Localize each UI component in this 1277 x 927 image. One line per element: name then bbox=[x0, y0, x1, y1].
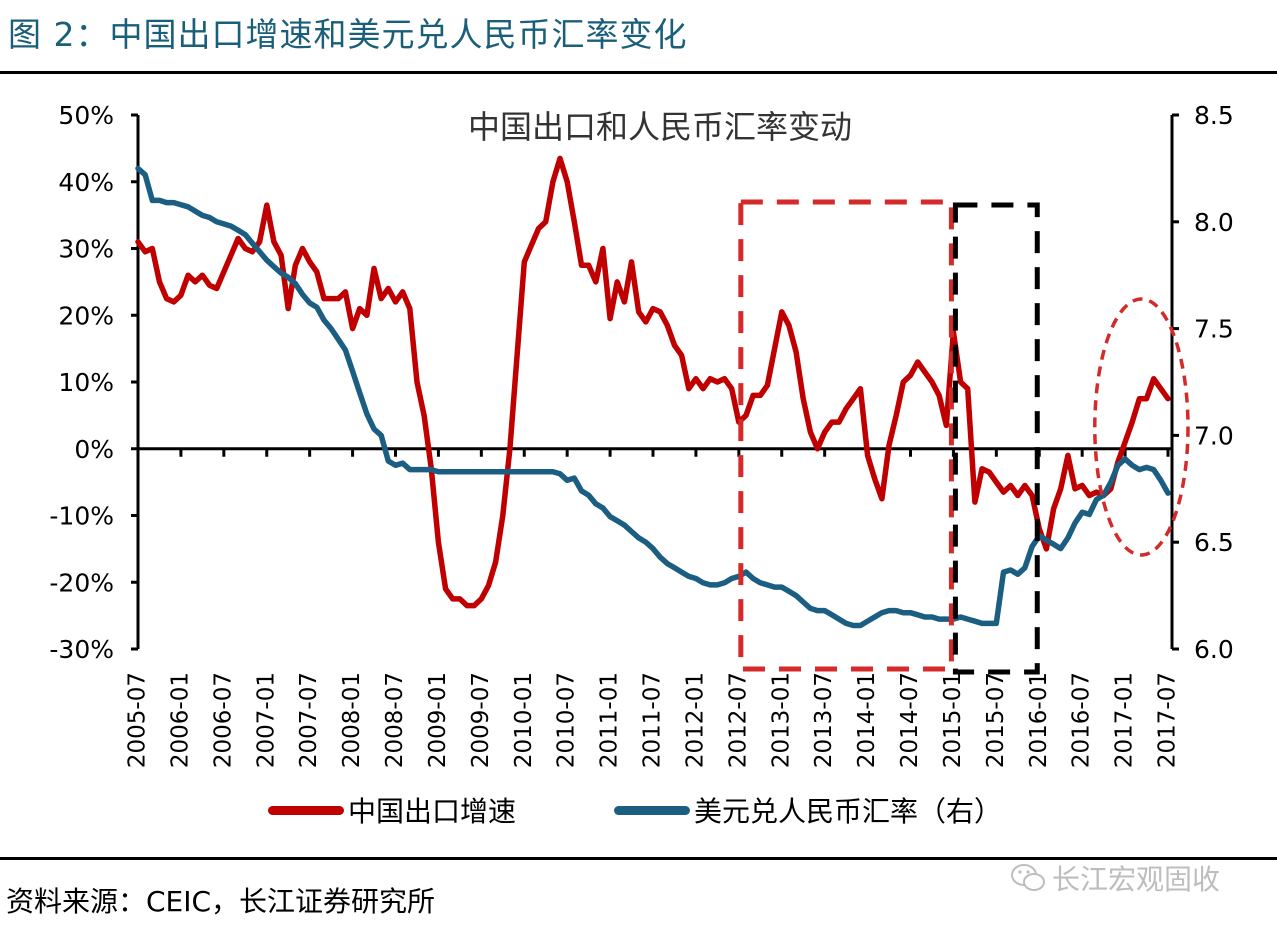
legend-item-export: 中国出口增速 bbox=[268, 790, 516, 830]
x-tick-label: 2013-07 bbox=[811, 672, 837, 768]
y-right-tick-label: 6.0 bbox=[1194, 635, 1234, 664]
x-tick-label: 2014-07 bbox=[897, 672, 923, 768]
legend-label-export: 中国出口增速 bbox=[348, 795, 517, 828]
source-note: 资料来源：CEIC，长江证券研究所 bbox=[6, 885, 436, 918]
x-tick-label: 2011-07 bbox=[640, 672, 666, 768]
legend-swatch-rate bbox=[614, 805, 690, 815]
x-tick-label: 2006-07 bbox=[210, 672, 236, 768]
x-tick-label: 2006-01 bbox=[167, 672, 193, 768]
y-left-tick-label: 30% bbox=[58, 235, 114, 264]
annotation-box-black bbox=[952, 202, 1040, 675]
series-line-usd-cny-rate bbox=[135, 165, 1171, 629]
y-right-tick-label: 8.5 bbox=[1194, 101, 1234, 130]
x-tick-label: 2014-01 bbox=[854, 672, 880, 768]
x-tick-label: 2016-01 bbox=[1026, 672, 1052, 768]
x-tick-label: 2012-07 bbox=[725, 672, 751, 768]
y-left-tick-label: -10% bbox=[49, 502, 114, 531]
y-right-tick-label: 8.0 bbox=[1194, 208, 1234, 237]
chart-title: 中国出口和人民币汇率变动 bbox=[468, 108, 852, 146]
x-tick-label: 2008-01 bbox=[339, 672, 365, 768]
x-tick-label: 2013-01 bbox=[768, 672, 794, 768]
y-right-tick-label: 6.5 bbox=[1194, 528, 1234, 557]
y-left-tick-label: 40% bbox=[58, 168, 114, 197]
y-left-tick-label: 10% bbox=[58, 368, 114, 397]
y-left-tick-label: -20% bbox=[49, 568, 114, 597]
y-left-tick-label: 0% bbox=[74, 435, 114, 464]
x-tick-label: 2010-01 bbox=[511, 672, 537, 768]
x-tick-label: 2015-01 bbox=[940, 672, 966, 768]
x-tick-label: 2017-07 bbox=[1155, 672, 1181, 768]
y-left-tick-label: -30% bbox=[49, 635, 114, 664]
legend-swatch-export bbox=[268, 805, 344, 815]
annotation-box-red bbox=[738, 199, 954, 672]
watermark-text: 长江宏观固收 bbox=[1052, 863, 1221, 896]
watermark: 长江宏观固收 bbox=[1010, 858, 1220, 898]
y-right-tick-label: 7.0 bbox=[1194, 421, 1234, 450]
x-tick-label: 2007-07 bbox=[296, 672, 322, 768]
legend-label-rate: 美元兑人民币汇率（右） bbox=[694, 795, 1003, 828]
x-tick-label: 2015-07 bbox=[983, 672, 1009, 768]
x-tick-label: 2017-01 bbox=[1112, 672, 1138, 768]
x-tick-label: 2012-01 bbox=[682, 672, 708, 768]
y-left-tick-label: 50% bbox=[58, 101, 114, 130]
y-left-tick-label: 20% bbox=[58, 301, 114, 330]
figure-title: 图 2：中国出口增速和美元兑人民币汇率变化 bbox=[8, 15, 688, 54]
x-tick-label: 2011-01 bbox=[597, 672, 623, 768]
x-tick-label: 2010-07 bbox=[554, 672, 580, 768]
x-tick-label: 2005-07 bbox=[125, 672, 151, 768]
series-line-export-growth bbox=[135, 155, 1171, 609]
annotation-ellipse-red bbox=[1093, 297, 1190, 557]
y-right-tick-label: 7.5 bbox=[1194, 315, 1234, 344]
x-tick-label: 2016-07 bbox=[1069, 672, 1095, 768]
x-tick-label: 2007-01 bbox=[253, 672, 279, 768]
legend-item-rate: 美元兑人民币汇率（右） bbox=[614, 790, 1002, 830]
top-divider bbox=[0, 71, 1277, 74]
x-tick-label: 2008-07 bbox=[382, 672, 408, 768]
x-tick-label: 2009-01 bbox=[425, 672, 451, 768]
wechat-icon bbox=[1011, 864, 1045, 891]
bottom-divider bbox=[0, 857, 1277, 860]
x-tick-label: 2009-07 bbox=[468, 672, 494, 768]
